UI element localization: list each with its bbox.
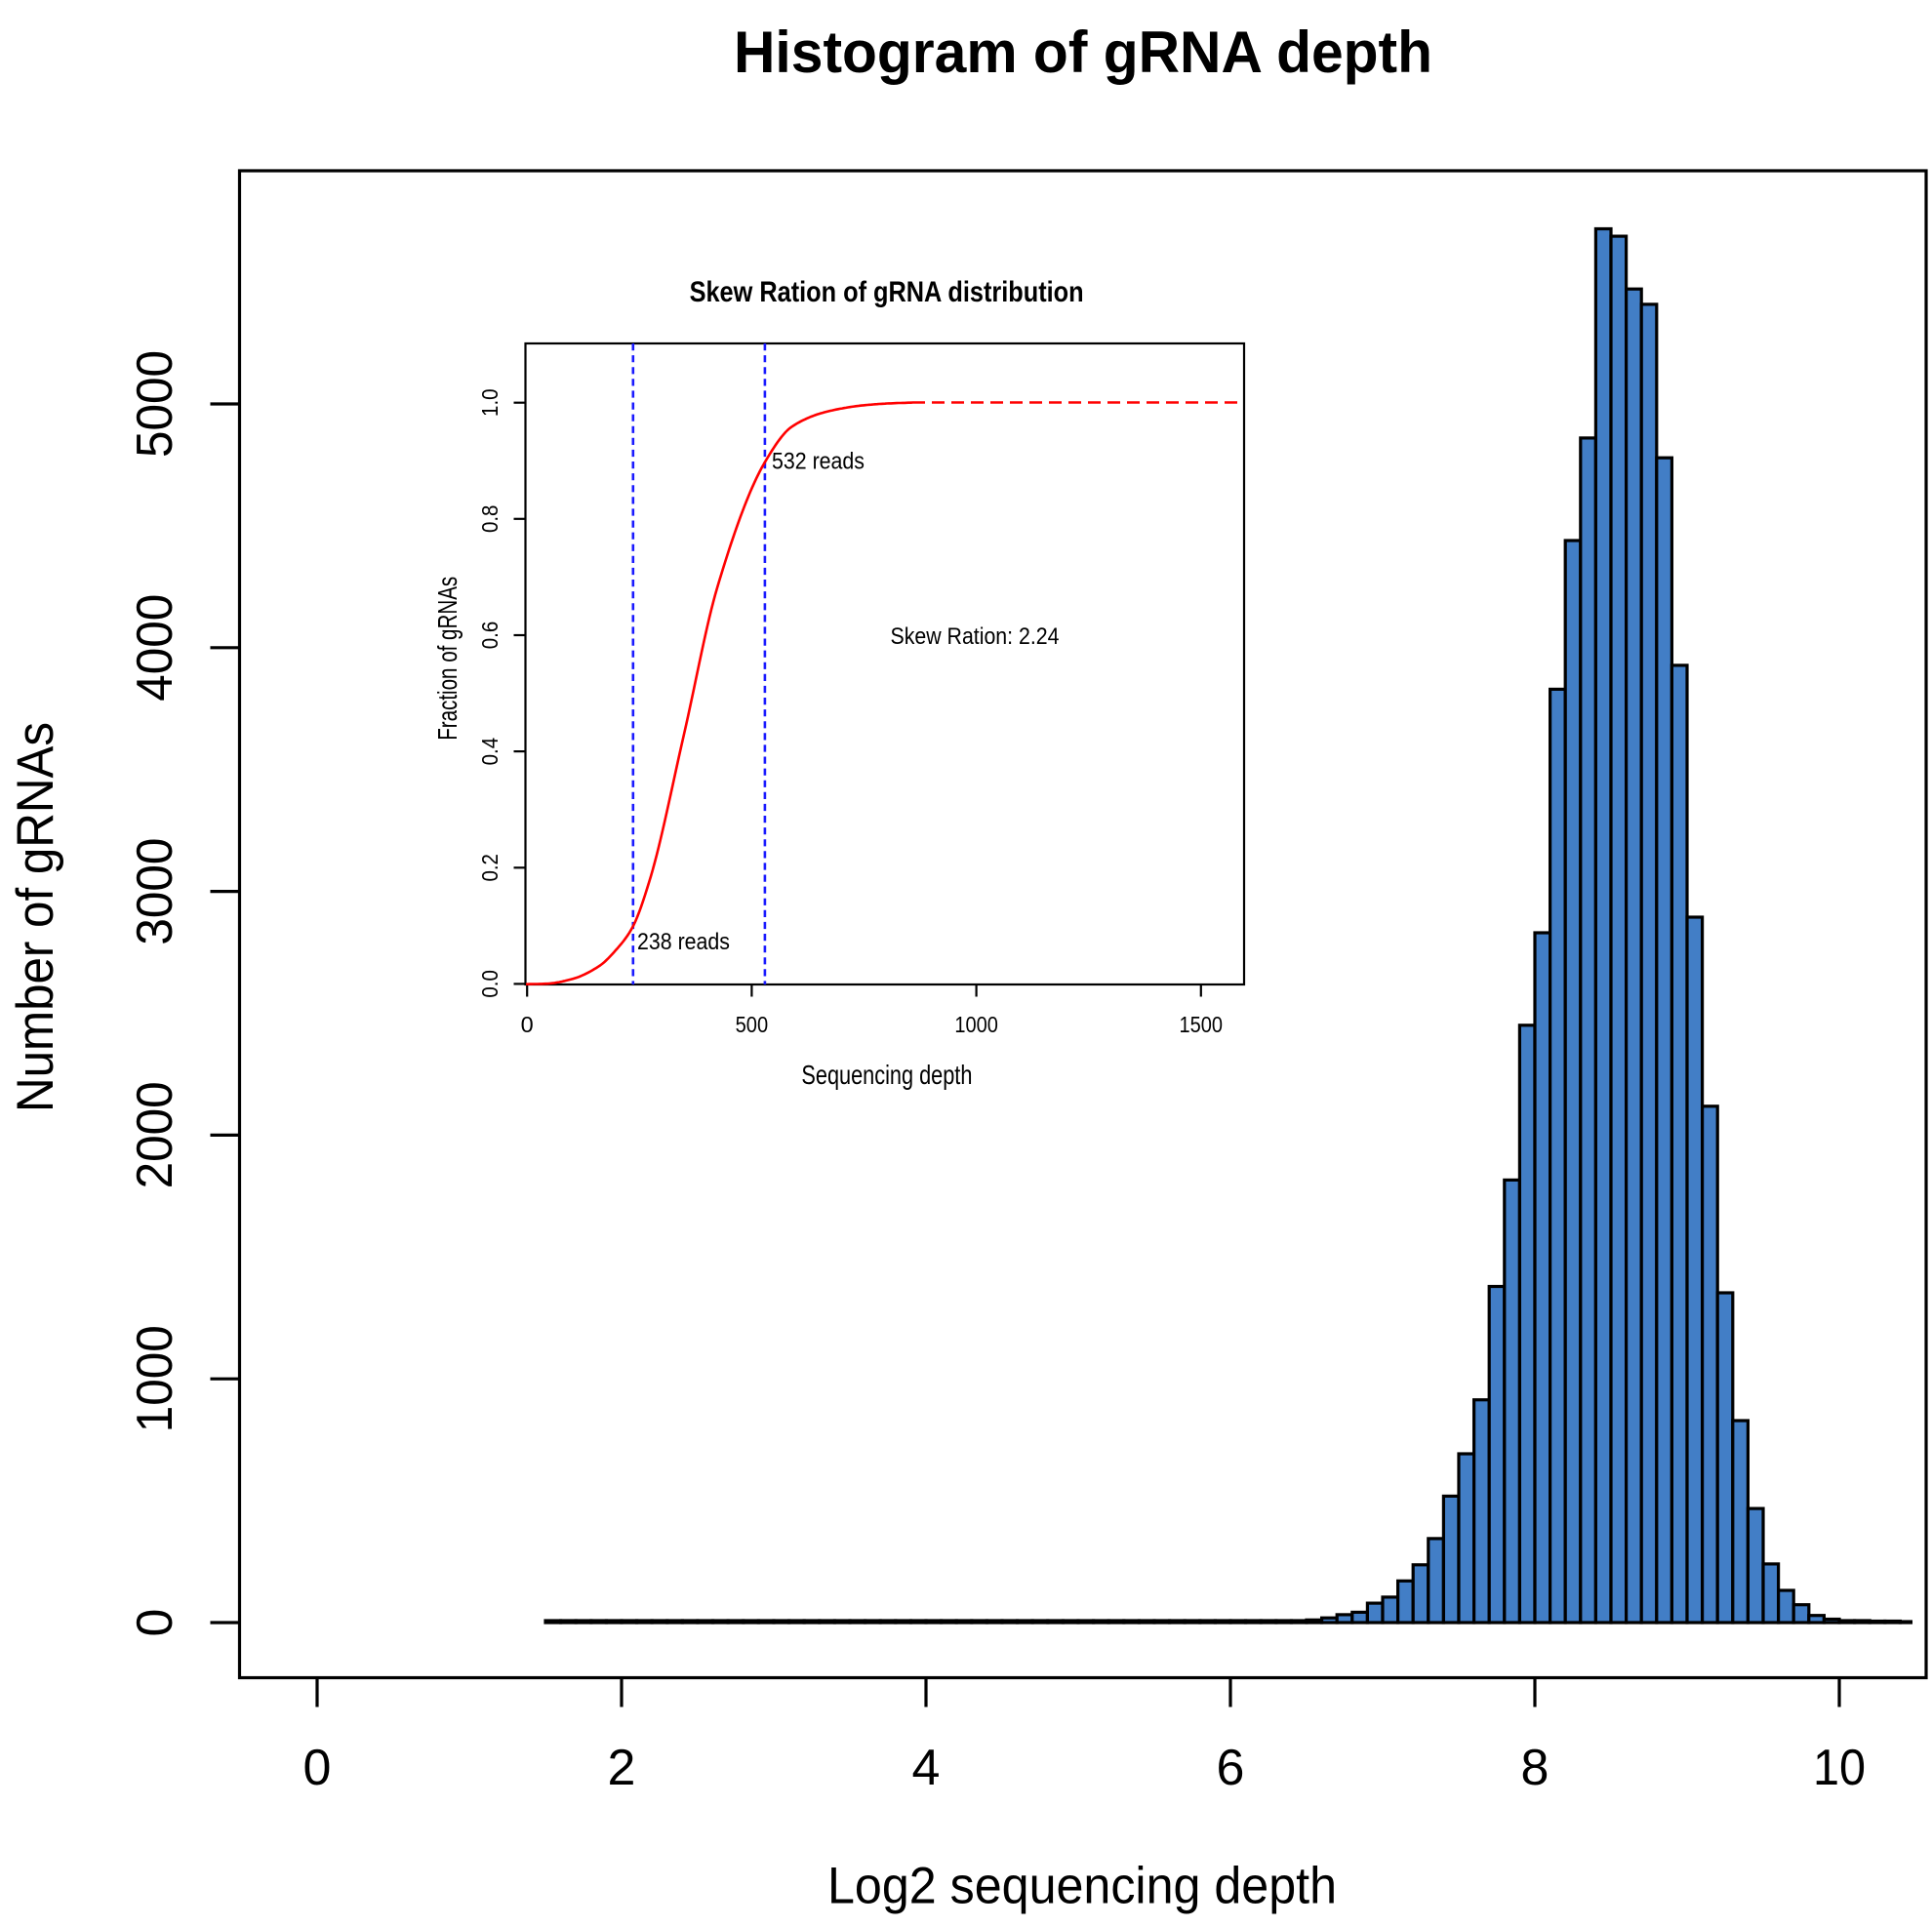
svg-text:Log2 sequencing depth: Log2 sequencing depth xyxy=(827,1858,1337,1915)
svg-text:0.2: 0.2 xyxy=(477,854,503,882)
svg-text:5000: 5000 xyxy=(127,350,183,458)
svg-text:Histogram of gRNA depth: Histogram of gRNA depth xyxy=(734,20,1432,85)
svg-text:0.0: 0.0 xyxy=(477,970,503,998)
svg-text:1000: 1000 xyxy=(954,1012,998,1037)
svg-text:8: 8 xyxy=(1521,1740,1550,1796)
svg-text:0.4: 0.4 xyxy=(477,738,503,766)
svg-text:1500: 1500 xyxy=(1180,1012,1224,1037)
svg-text:6: 6 xyxy=(1217,1740,1245,1796)
svg-text:1.0: 1.0 xyxy=(477,388,503,417)
svg-text:3000: 3000 xyxy=(127,838,183,945)
svg-text:2: 2 xyxy=(608,1740,636,1796)
svg-text:0: 0 xyxy=(521,1012,534,1037)
svg-text:532 reads: 532 reads xyxy=(772,449,865,475)
svg-text:238 reads: 238 reads xyxy=(637,929,730,955)
svg-text:Skew Ration of gRNA distributi: Skew Ration of gRNA distribution xyxy=(690,276,1084,308)
svg-text:0: 0 xyxy=(127,1609,183,1637)
svg-text:10: 10 xyxy=(1813,1740,1866,1796)
svg-text:0: 0 xyxy=(303,1740,332,1796)
svg-text:0.6: 0.6 xyxy=(477,622,503,650)
svg-text:Number of gRNAs: Number of gRNAs xyxy=(7,722,64,1112)
svg-text:0.8: 0.8 xyxy=(477,505,503,534)
svg-text:Skew Ration: 2.24: Skew Ration: 2.24 xyxy=(891,623,1060,650)
svg-text:500: 500 xyxy=(736,1012,769,1037)
svg-text:2000: 2000 xyxy=(127,1081,183,1188)
svg-text:Fraction of gRNAs: Fraction of gRNAs xyxy=(432,577,463,741)
svg-text:4000: 4000 xyxy=(127,594,183,702)
svg-text:4: 4 xyxy=(912,1740,941,1796)
svg-text:Sequencing depth: Sequencing depth xyxy=(801,1060,972,1090)
svg-text:1000: 1000 xyxy=(127,1325,183,1432)
